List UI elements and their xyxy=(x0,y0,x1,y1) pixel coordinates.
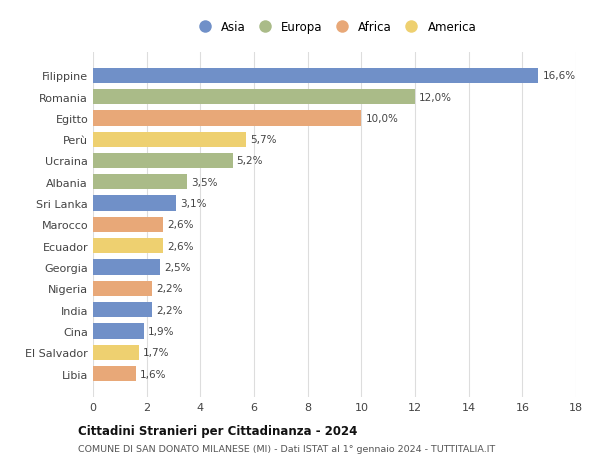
Text: 10,0%: 10,0% xyxy=(365,114,398,123)
Bar xyxy=(93,324,144,339)
Bar xyxy=(93,260,160,275)
Text: 3,5%: 3,5% xyxy=(191,177,217,187)
Bar xyxy=(93,68,538,84)
Bar xyxy=(93,111,361,126)
Text: 16,6%: 16,6% xyxy=(542,71,575,81)
Bar xyxy=(93,217,163,233)
Text: Cittadini Stranieri per Cittadinanza - 2024: Cittadini Stranieri per Cittadinanza - 2… xyxy=(78,424,358,437)
Bar xyxy=(93,239,163,254)
Bar xyxy=(93,175,187,190)
Bar xyxy=(93,302,152,318)
Bar xyxy=(93,345,139,360)
Bar xyxy=(93,281,152,297)
Text: 2,6%: 2,6% xyxy=(167,220,193,230)
Text: 3,1%: 3,1% xyxy=(180,199,207,209)
Bar xyxy=(93,196,176,211)
Text: 5,2%: 5,2% xyxy=(236,156,263,166)
Text: 1,7%: 1,7% xyxy=(143,347,169,358)
Text: 12,0%: 12,0% xyxy=(419,92,452,102)
Text: COMUNE DI SAN DONATO MILANESE (MI) - Dati ISTAT al 1° gennaio 2024 - TUTTITALIA.: COMUNE DI SAN DONATO MILANESE (MI) - Dat… xyxy=(78,444,495,453)
Bar xyxy=(93,366,136,381)
Bar xyxy=(93,90,415,105)
Text: 2,5%: 2,5% xyxy=(164,263,191,273)
Text: 1,9%: 1,9% xyxy=(148,326,175,336)
Bar xyxy=(93,132,246,147)
Legend: Asia, Europa, Africa, America: Asia, Europa, Africa, America xyxy=(189,17,480,37)
Text: 2,6%: 2,6% xyxy=(167,241,193,251)
Text: 2,2%: 2,2% xyxy=(156,305,182,315)
Text: 2,2%: 2,2% xyxy=(156,284,182,294)
Bar xyxy=(93,153,233,169)
Text: 5,7%: 5,7% xyxy=(250,135,277,145)
Text: 1,6%: 1,6% xyxy=(140,369,166,379)
